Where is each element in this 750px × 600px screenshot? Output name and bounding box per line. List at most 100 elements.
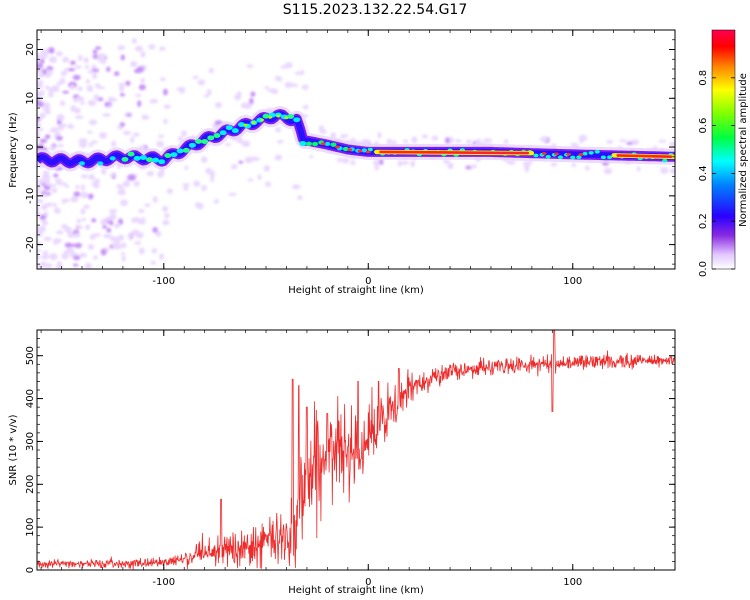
noise-blob (374, 165, 380, 171)
noise-blob (50, 127, 59, 132)
noise-blob (156, 140, 165, 148)
noise-blob (56, 230, 64, 235)
noise-blob (42, 106, 48, 111)
noise-blob (113, 244, 122, 250)
noise-blob (257, 174, 262, 181)
noise-blob (70, 196, 79, 203)
noise-blob (138, 84, 146, 91)
ridge-knot (361, 148, 368, 153)
noise-blob (126, 113, 132, 117)
noise-blob (51, 88, 60, 92)
noise-blob (113, 71, 120, 77)
noise-blob (162, 88, 168, 96)
ridge-knot (78, 161, 85, 166)
noise-blob (182, 183, 191, 187)
ridge-red-spot (566, 152, 572, 156)
snr-xtick-label: -100 (152, 577, 175, 588)
ridge-knot (545, 154, 551, 159)
noise-blob (72, 74, 81, 81)
noise-blob (37, 101, 45, 108)
noise-blob (244, 156, 253, 164)
noise-blob (69, 84, 75, 91)
noise-blob (109, 213, 117, 220)
ridge-highlight (243, 123, 248, 127)
noise-blob (95, 273, 100, 278)
noise-blob (67, 67, 76, 72)
noise-blob (84, 262, 92, 269)
spectrogram-frame (36, 29, 676, 270)
spectrogram-ytick-label: 0 (25, 144, 36, 150)
noise-blob (365, 139, 371, 145)
noise-blob (207, 89, 212, 94)
noise-blob (55, 131, 61, 137)
snr-xtick-label: 0 (365, 577, 371, 588)
ridge-core (616, 154, 673, 159)
noise-blob (274, 154, 283, 161)
noise-blob (66, 270, 72, 277)
noise-blob (98, 132, 108, 139)
noise-blob (141, 114, 147, 121)
noise-blob (111, 140, 117, 148)
noise-blob (59, 100, 66, 107)
noise-blob (49, 56, 57, 64)
noise-blob (138, 209, 145, 214)
noise-blob (539, 136, 549, 142)
colorbar-gradient (711, 29, 736, 270)
noise-blob (37, 225, 42, 231)
spectrogram-ytick-label: -10 (25, 188, 36, 204)
noise-blob (241, 140, 251, 148)
noise-blob (377, 131, 382, 139)
noise-blob (274, 127, 282, 133)
noise-blob (246, 64, 254, 69)
noise-blob (277, 76, 283, 82)
noise-blob (200, 156, 208, 163)
noise-blob (155, 230, 162, 237)
noise-blob (87, 99, 97, 107)
noise-blob (193, 180, 200, 187)
noise-blob (56, 261, 63, 267)
noise-blob (603, 167, 613, 175)
noise-blob (378, 158, 384, 166)
ridge-red-spot (578, 153, 584, 156)
noise-blob (37, 53, 41, 60)
noise-blob (47, 69, 53, 76)
ridge-knot (594, 149, 600, 154)
noise-blob (51, 256, 56, 261)
noise-blob (38, 73, 45, 78)
noise-blob (97, 53, 106, 61)
noise-blob (506, 160, 516, 165)
noise-blob (503, 139, 509, 145)
noise-blob (102, 113, 111, 117)
noise-blob (100, 248, 107, 256)
ridge-knot (287, 114, 295, 119)
snr-ytick-label: 100 (25, 518, 36, 537)
noise-blob (56, 144, 65, 148)
noise-blob (280, 65, 289, 69)
ridge-knot (139, 155, 147, 160)
snr-ytick-label: 400 (25, 389, 36, 408)
colorbar-tick-label: 0.8 (698, 70, 709, 86)
spectrogram-ylabel: Frequency (Hz) (8, 112, 19, 188)
noise-blob (466, 139, 472, 145)
ridge-knot (133, 155, 141, 161)
noise-blob (240, 102, 249, 109)
noise-blob (61, 252, 69, 260)
noise-blob (92, 255, 98, 260)
ridge-knot (121, 156, 129, 162)
ridge-knot (213, 133, 221, 138)
noise-blob (319, 128, 327, 134)
snr-ytick-label: 0 (25, 567, 36, 573)
noise-blob (37, 190, 40, 195)
noise-blob (63, 56, 69, 62)
noise-blob (61, 198, 66, 204)
noise-blob (119, 92, 126, 97)
noise-blob (92, 233, 102, 237)
noise-blob (133, 180, 140, 187)
noise-blob (40, 89, 45, 97)
noise-blob (87, 244, 95, 250)
noise-blob (120, 242, 127, 249)
noise-blob (166, 188, 173, 195)
noise-blob (37, 92, 42, 99)
noise-blob (46, 65, 54, 72)
ridge-knot (606, 155, 613, 160)
